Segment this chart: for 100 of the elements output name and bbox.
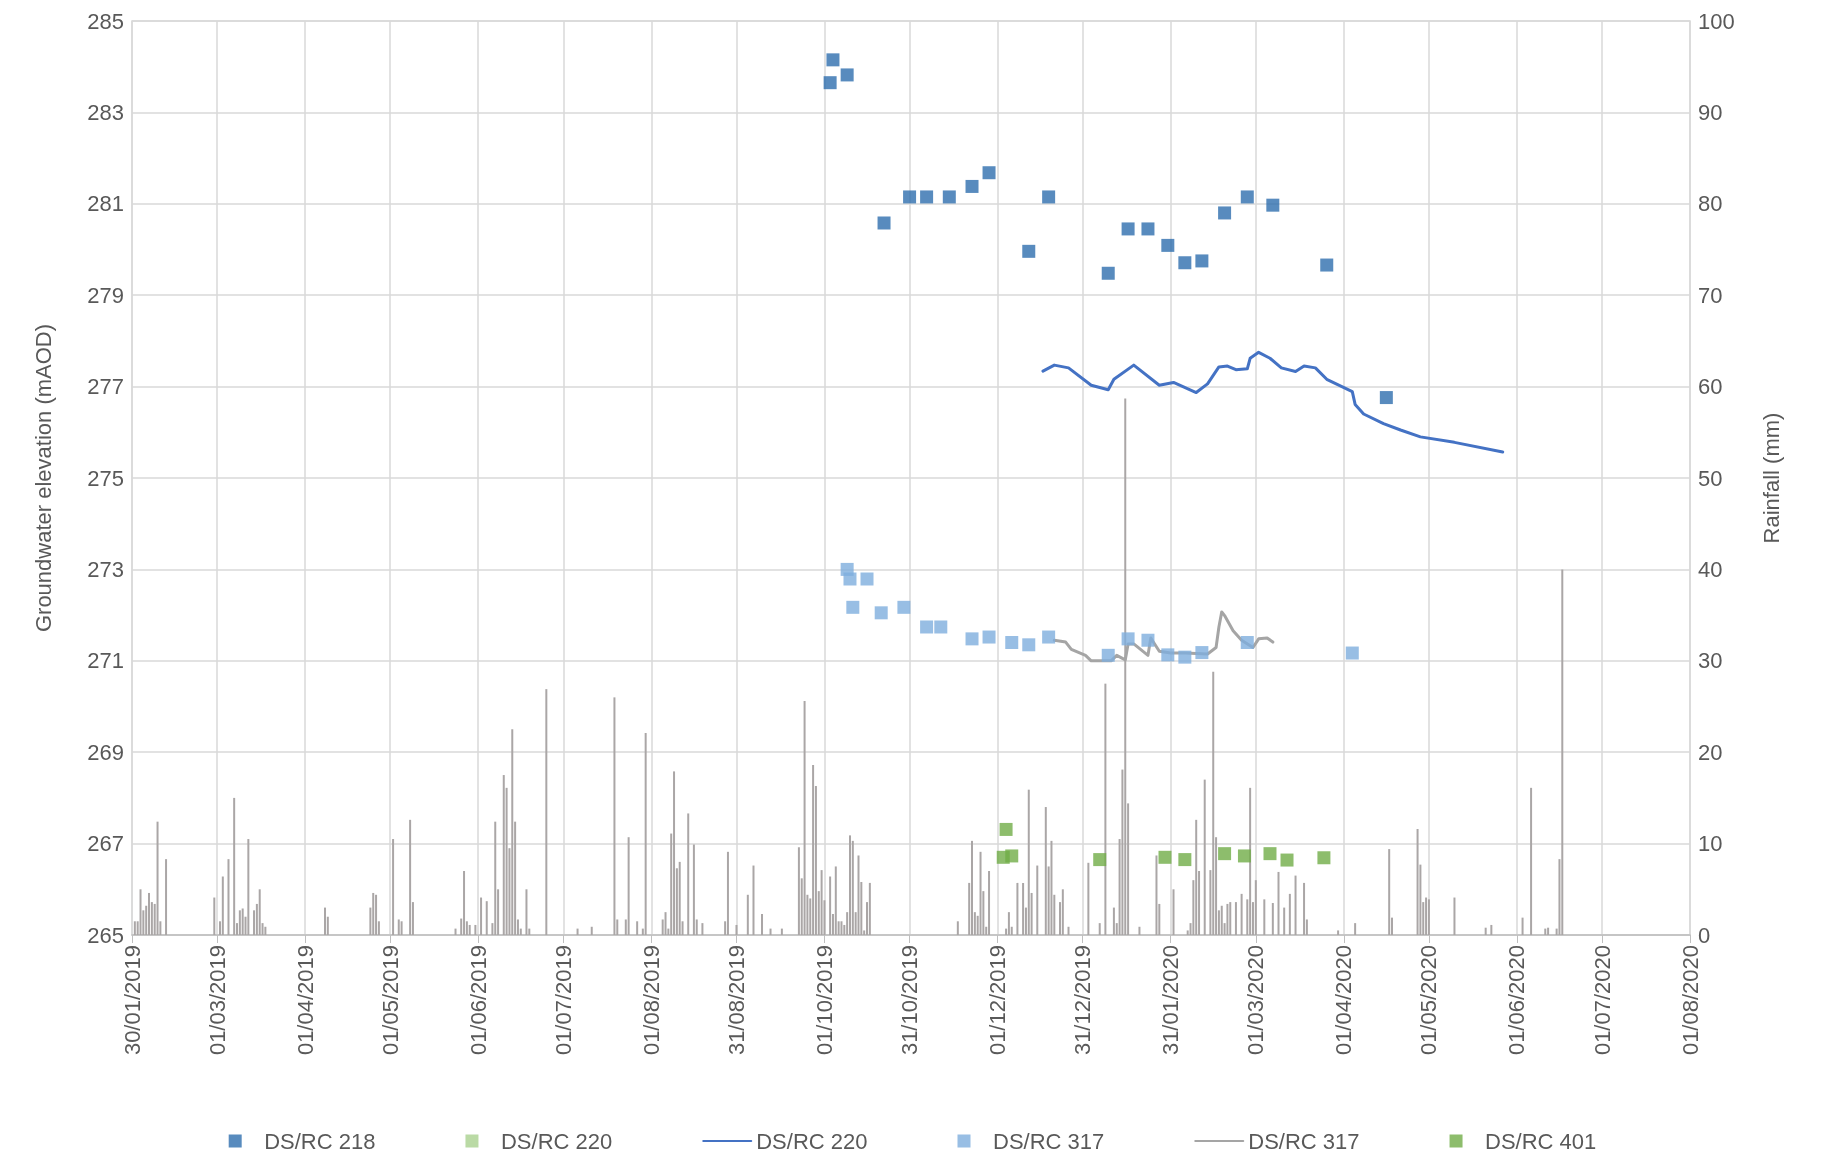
x-tick-label: 31/08/2019 (723, 945, 749, 1056)
bar (1416, 828, 1419, 935)
bar (840, 921, 843, 935)
legend-label: DS/RC 218 (264, 1128, 376, 1154)
bar (1388, 849, 1391, 935)
point (1161, 238, 1175, 252)
y2-tick-label: 10 (1698, 831, 1723, 857)
x-tick-label: 01/08/2019 (638, 945, 664, 1056)
bar (803, 701, 806, 935)
point (1022, 244, 1036, 258)
x-tick-label: 01/03/2020 (1243, 945, 1269, 1056)
bar (956, 921, 959, 935)
point (1266, 198, 1280, 212)
bar (627, 837, 630, 935)
bar (636, 921, 639, 935)
bar (590, 926, 593, 935)
bar (238, 910, 241, 935)
bar (474, 924, 477, 935)
bar (485, 901, 488, 935)
point (877, 216, 891, 230)
point (1317, 851, 1331, 865)
bar (726, 851, 729, 935)
x-tick-label: 01/07/2020 (1589, 945, 1615, 1056)
point (1240, 190, 1254, 204)
bar (227, 859, 230, 935)
y-tick-label: 277 (87, 374, 124, 400)
bar (1061, 889, 1064, 935)
bar (829, 876, 832, 935)
bar (264, 926, 267, 935)
y2-tick-label: 80 (1698, 191, 1723, 217)
bar (988, 871, 991, 935)
y-tick-label: 267 (87, 831, 124, 857)
point (1178, 853, 1192, 867)
bar (1050, 840, 1053, 935)
bar (797, 847, 800, 935)
x-tick-label: 31/01/2020 (1158, 945, 1184, 1056)
point (965, 632, 979, 646)
bar (1016, 882, 1019, 935)
point (1178, 256, 1192, 270)
bar (576, 928, 579, 935)
point (1005, 636, 1019, 650)
x-tick-label: 01/05/2019 (377, 945, 403, 1056)
point (920, 620, 934, 634)
bar (1087, 862, 1090, 935)
bar (701, 923, 704, 935)
x-tick-label: 01/04/2019 (292, 945, 318, 1056)
point (846, 600, 860, 614)
point (982, 166, 996, 180)
bar (971, 840, 974, 935)
bar (692, 844, 695, 935)
bar (1561, 569, 1564, 935)
legend-label: DS/RC 220 (756, 1128, 868, 1154)
bar (397, 919, 400, 935)
bar (454, 928, 457, 935)
bar (1007, 912, 1010, 935)
point (903, 190, 917, 204)
y2-tick-label: 60 (1698, 374, 1723, 400)
x-tick-label: 01/03/2019 (204, 945, 230, 1056)
bar (820, 870, 823, 935)
bar (1453, 897, 1456, 935)
bar (848, 835, 851, 935)
bar (323, 907, 326, 935)
bar (1112, 907, 1115, 935)
bar (644, 733, 647, 935)
bar (752, 865, 755, 935)
bar (375, 894, 378, 935)
point (1141, 222, 1155, 236)
bar (1226, 903, 1229, 935)
bar (148, 892, 151, 935)
bar (1254, 880, 1257, 935)
bar (139, 889, 142, 935)
bar (1303, 882, 1306, 935)
bar (1234, 902, 1237, 935)
point (1141, 633, 1155, 647)
legend-label: DS/RC 401 (1485, 1128, 1597, 1154)
bar (392, 839, 395, 935)
x-tick-label: 01/08/2020 (1677, 945, 1703, 1056)
point (1042, 630, 1056, 644)
point (982, 630, 996, 644)
point (1101, 648, 1115, 662)
point (1158, 850, 1172, 864)
bar (1098, 923, 1101, 935)
bar (1036, 865, 1039, 935)
point (1280, 853, 1294, 867)
point (1379, 391, 1393, 405)
point (934, 620, 948, 634)
bar (156, 821, 159, 935)
bar (463, 871, 466, 935)
bar (545, 689, 548, 935)
x-tick-label: 30/01/2019 (119, 945, 145, 1056)
y-tick-label: 279 (87, 282, 124, 308)
bar (678, 861, 681, 935)
y-tick-label: 285 (87, 8, 124, 34)
point (1195, 646, 1209, 660)
x-tick-label: 01/06/2019 (465, 945, 491, 1056)
bar (1544, 928, 1547, 935)
bar (511, 729, 514, 935)
point (1161, 648, 1175, 662)
line-series (1041, 350, 1505, 454)
point (1195, 254, 1209, 268)
